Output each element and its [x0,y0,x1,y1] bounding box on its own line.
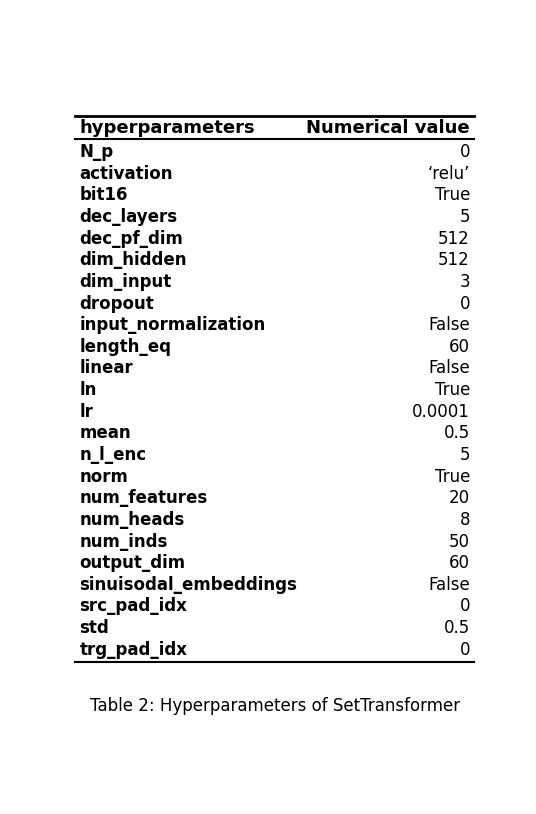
Text: mean: mean [79,424,131,442]
Text: 0: 0 [459,295,470,313]
Text: 8: 8 [459,511,470,529]
Text: True: True [435,467,470,486]
Text: activation: activation [79,164,173,183]
Text: trg_pad_idx: trg_pad_idx [79,641,188,659]
Text: dim_hidden: dim_hidden [79,252,187,269]
Text: input_normalization: input_normalization [79,316,266,335]
Text: 512: 512 [438,230,470,247]
Text: 20: 20 [449,489,470,507]
Text: True: True [435,186,470,204]
Text: True: True [435,381,470,399]
Text: n_l_enc: n_l_enc [79,446,146,464]
Text: hyperparameters: hyperparameters [79,120,255,138]
Text: 512: 512 [438,252,470,269]
Text: 0: 0 [459,641,470,659]
Text: 60: 60 [449,338,470,356]
Text: num_inds: num_inds [79,532,168,550]
Text: 50: 50 [449,532,470,550]
Text: ln: ln [79,381,97,399]
Text: 0: 0 [459,597,470,615]
Text: False: False [428,575,470,593]
Text: norm: norm [79,467,128,486]
Text: False: False [428,316,470,335]
Text: sinuisodal_embeddings: sinuisodal_embeddings [79,575,297,593]
Text: dec_pf_dim: dec_pf_dim [79,230,183,247]
Text: N_p: N_p [79,143,114,161]
Text: 60: 60 [449,554,470,572]
Text: ‘relu’: ‘relu’ [427,164,470,183]
Text: lr: lr [79,403,93,421]
Text: length_eq: length_eq [79,338,172,356]
Text: Numerical value: Numerical value [306,120,470,138]
Text: bit16: bit16 [79,186,128,204]
Text: 5: 5 [459,208,470,226]
Text: 0: 0 [459,143,470,161]
Text: 0.5: 0.5 [444,424,470,442]
Text: dropout: dropout [79,295,154,313]
Text: linear: linear [79,360,133,378]
Text: Table 2: Hyperparameters of SetTransformer: Table 2: Hyperparameters of SetTransform… [90,697,460,715]
Text: num_heads: num_heads [79,511,185,529]
Text: num_features: num_features [79,489,208,507]
Text: std: std [79,619,109,637]
Text: dec_layers: dec_layers [79,208,177,226]
Text: 0.0001: 0.0001 [412,403,470,421]
Text: 5: 5 [459,446,470,464]
Text: 0.5: 0.5 [444,619,470,637]
Text: dim_input: dim_input [79,273,172,291]
Text: output_dim: output_dim [79,554,185,572]
Text: 3: 3 [459,273,470,291]
Text: False: False [428,360,470,378]
Text: src_pad_idx: src_pad_idx [79,597,188,615]
